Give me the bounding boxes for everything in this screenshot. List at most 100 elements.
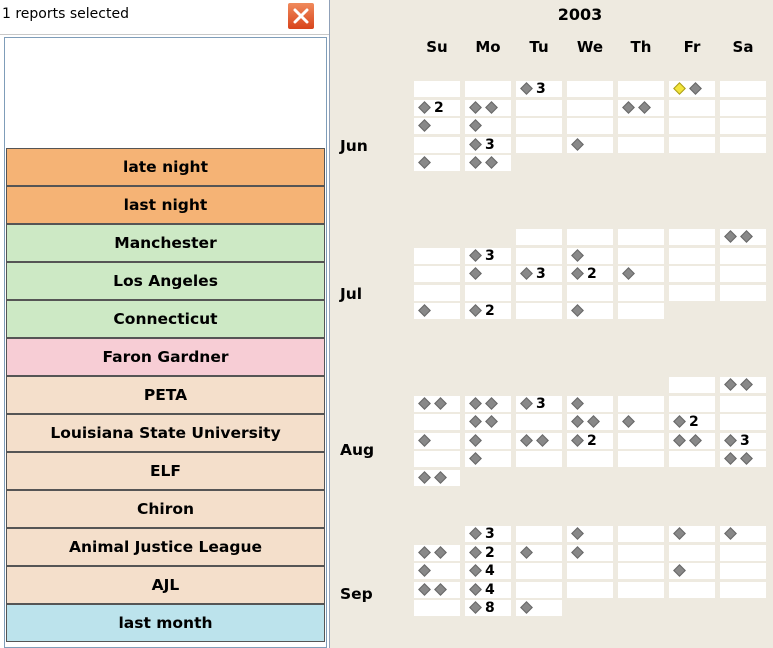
calendar-day-cell[interactable] <box>669 99 715 116</box>
calendar-day-cell[interactable] <box>567 544 613 561</box>
calendar-day-cell[interactable] <box>516 432 562 449</box>
calendar-day-cell[interactable] <box>720 563 766 579</box>
calendar-day-cell[interactable]: 3 <box>516 395 562 412</box>
calendar-day-cell[interactable] <box>618 99 664 116</box>
calendar-day-cell[interactable] <box>720 118 766 134</box>
calendar-day-cell[interactable] <box>414 600 460 616</box>
calendar-day-cell[interactable] <box>516 544 562 561</box>
calendar-day-cell[interactable]: 3 <box>465 136 511 153</box>
calendar-day-cell[interactable]: 2 <box>414 99 460 116</box>
calendar-day-cell[interactable] <box>516 451 562 467</box>
calendar-day-cell[interactable]: 3 <box>516 266 562 282</box>
calendar-day-cell[interactable] <box>465 118 511 134</box>
calendar-day-cell[interactable] <box>720 414 766 430</box>
calendar-day-cell[interactable] <box>465 414 511 430</box>
calendar-day-cell[interactable] <box>669 526 715 542</box>
calendar-day-cell[interactable] <box>567 563 613 579</box>
calendar-day-cell[interactable] <box>414 395 460 412</box>
calendar-day-cell[interactable] <box>465 81 511 97</box>
category-item[interactable]: late night <box>6 148 325 186</box>
calendar-day-cell[interactable]: 2 <box>669 414 715 430</box>
calendar-day-cell[interactable]: 4 <box>465 563 511 579</box>
calendar-day-cell[interactable] <box>669 247 715 264</box>
calendar-day-cell[interactable] <box>465 155 511 171</box>
calendar-day-cell[interactable] <box>618 247 664 264</box>
category-item[interactable]: last night <box>6 186 325 224</box>
category-item[interactable]: Connecticut <box>6 300 325 338</box>
calendar-day-cell[interactable]: 8 <box>465 600 511 616</box>
calendar-day-cell[interactable] <box>465 99 511 116</box>
calendar-day-cell[interactable] <box>720 266 766 282</box>
calendar-day-cell[interactable] <box>465 432 511 449</box>
calendar-day-cell[interactable] <box>516 247 562 264</box>
calendar-day-cell[interactable] <box>567 229 613 245</box>
calendar-day-cell[interactable] <box>567 81 613 97</box>
calendar-day-cell[interactable] <box>720 395 766 412</box>
calendar-day-cell[interactable] <box>720 284 766 301</box>
calendar-day-cell[interactable] <box>618 266 664 282</box>
calendar-day-cell[interactable] <box>414 414 460 430</box>
calendar-day-cell[interactable] <box>567 99 613 116</box>
calendar-day-cell[interactable] <box>516 414 562 430</box>
calendar-day-cell[interactable] <box>414 155 460 171</box>
calendar-day-cell[interactable] <box>618 284 664 301</box>
calendar-day-cell[interactable] <box>414 544 460 561</box>
calendar-day-cell[interactable] <box>720 99 766 116</box>
calendar-day-cell[interactable] <box>465 266 511 282</box>
calendar-day-cell[interactable] <box>618 526 664 542</box>
calendar-day-cell[interactable] <box>414 247 460 264</box>
category-item[interactable]: Chiron <box>6 490 325 528</box>
calendar-day-cell[interactable] <box>618 229 664 245</box>
category-item[interactable]: PETA <box>6 376 325 414</box>
calendar-day-cell[interactable]: 3 <box>465 526 511 542</box>
calendar-day-cell[interactable] <box>414 81 460 97</box>
calendar-day-cell[interactable] <box>465 395 511 412</box>
calendar-day-cell[interactable] <box>567 303 613 319</box>
calendar-day-cell[interactable] <box>465 284 511 301</box>
category-item[interactable]: Faron Gardner <box>6 338 325 376</box>
calendar-day-cell[interactable] <box>618 81 664 97</box>
calendar-day-cell[interactable] <box>414 581 460 598</box>
calendar-day-cell[interactable] <box>516 229 562 245</box>
calendar-day-cell[interactable] <box>669 581 715 598</box>
calendar-day-cell[interactable] <box>414 451 460 467</box>
category-item[interactable]: Animal Justice League <box>6 528 325 566</box>
calendar-day-cell[interactable] <box>567 247 613 264</box>
calendar-day-cell[interactable] <box>720 81 766 97</box>
category-item[interactable]: Louisiana State University <box>6 414 325 452</box>
calendar-day-cell[interactable] <box>516 118 562 134</box>
calendar-day-cell[interactable] <box>720 526 766 542</box>
calendar-day-cell[interactable] <box>669 284 715 301</box>
calendar-day-cell[interactable] <box>465 451 511 467</box>
calendar-day-cell[interactable] <box>720 377 766 393</box>
calendar-day-cell[interactable] <box>516 563 562 579</box>
calendar-day-cell[interactable]: 2 <box>465 544 511 561</box>
calendar-day-cell[interactable] <box>618 118 664 134</box>
calendar-day-cell[interactable] <box>567 136 613 153</box>
calendar-day-cell[interactable]: 3 <box>465 247 511 264</box>
calendar-day-cell[interactable]: 3 <box>720 432 766 449</box>
calendar-day-cell[interactable] <box>516 581 562 598</box>
calendar-day-cell[interactable] <box>720 544 766 561</box>
close-icon[interactable] <box>287 2 315 30</box>
calendar-day-cell[interactable]: 2 <box>465 303 511 319</box>
calendar-day-cell[interactable] <box>618 451 664 467</box>
calendar-day-cell[interactable] <box>516 284 562 301</box>
calendar-day-cell[interactable] <box>567 118 613 134</box>
calendar-day-cell[interactable] <box>414 432 460 449</box>
calendar-day-cell[interactable]: 4 <box>465 581 511 598</box>
calendar-day-cell[interactable] <box>720 581 766 598</box>
calendar-day-cell[interactable] <box>669 81 715 97</box>
category-list[interactable]: late night last night Manchester Los Angele… <box>4 37 327 648</box>
calendar-day-cell[interactable] <box>414 563 460 579</box>
calendar-day-cell[interactable] <box>669 563 715 579</box>
calendar-day-cell[interactable] <box>669 544 715 561</box>
calendar-day-cell[interactable] <box>567 581 613 598</box>
calendar-day-cell[interactable] <box>567 526 613 542</box>
calendar-day-cell[interactable] <box>618 136 664 153</box>
calendar-day-cell[interactable] <box>720 451 766 467</box>
calendar-day-cell[interactable] <box>414 284 460 301</box>
calendar-day-cell[interactable] <box>414 266 460 282</box>
calendar-day-cell[interactable] <box>618 395 664 412</box>
calendar-day-cell[interactable]: 3 <box>516 81 562 97</box>
